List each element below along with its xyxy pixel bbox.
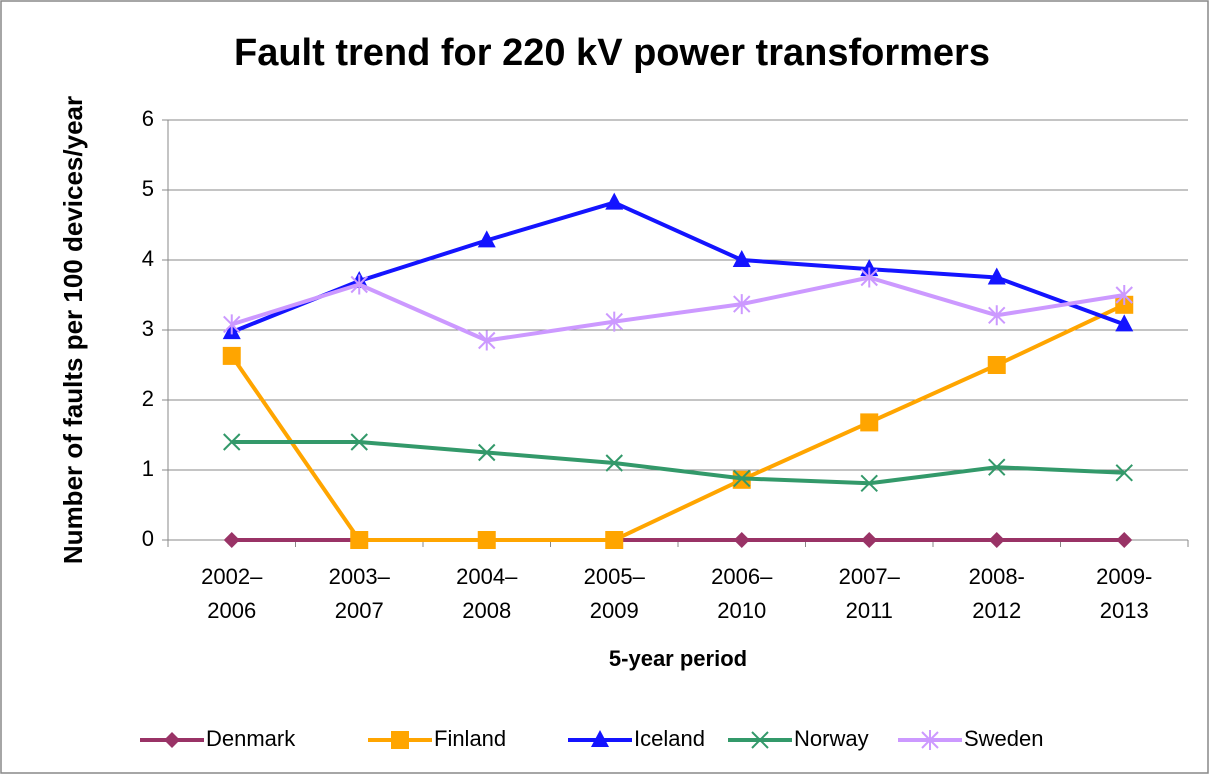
x-axis-label: 5-year period bbox=[609, 646, 747, 671]
marker bbox=[860, 474, 878, 493]
marker bbox=[478, 330, 496, 351]
legend-label: Sweden bbox=[964, 726, 1044, 751]
legend-label: Finland bbox=[434, 726, 506, 751]
series-line bbox=[231, 440, 1125, 486]
x-tick-label: 2004– bbox=[456, 564, 518, 589]
y-tick-label: 2 bbox=[142, 386, 154, 411]
marker bbox=[733, 469, 751, 488]
x-tick-label: 2007– bbox=[839, 564, 901, 589]
marker bbox=[164, 732, 180, 748]
marker bbox=[988, 458, 1006, 476]
marker bbox=[605, 454, 623, 472]
marker bbox=[350, 531, 369, 549]
marker bbox=[391, 731, 409, 749]
series-line bbox=[230, 302, 1126, 542]
x-tick-label: 2002– bbox=[201, 564, 263, 589]
x-tick-label: 2006 bbox=[207, 598, 256, 623]
y-tick-label: 1 bbox=[142, 456, 154, 481]
x-tick-label: 2013 bbox=[1100, 598, 1149, 623]
marker bbox=[605, 311, 623, 332]
marker bbox=[222, 346, 241, 365]
marker bbox=[733, 294, 751, 315]
y-tick-label: 0 bbox=[142, 526, 154, 551]
marker bbox=[591, 730, 609, 747]
legend-label: Denmark bbox=[206, 726, 296, 751]
y-tick-label: 6 bbox=[142, 106, 154, 131]
x-tick-label: 2008- bbox=[969, 564, 1025, 589]
marker bbox=[861, 532, 878, 548]
marker bbox=[733, 532, 750, 548]
y-tick-label: 3 bbox=[142, 316, 154, 341]
marker bbox=[477, 531, 496, 549]
legend-label: Norway bbox=[794, 726, 869, 751]
marker bbox=[605, 531, 624, 549]
series-line bbox=[231, 200, 1125, 334]
marker bbox=[988, 305, 1006, 326]
marker bbox=[1115, 285, 1133, 305]
marker bbox=[860, 267, 878, 288]
marker bbox=[223, 532, 240, 548]
y-axis-label: Number of faults per 100 devices/year bbox=[58, 96, 88, 564]
marker bbox=[751, 731, 769, 749]
marker bbox=[223, 314, 241, 335]
marker bbox=[350, 274, 368, 295]
chart-title: Fault trend for 220 kV power transformer… bbox=[234, 32, 990, 74]
marker bbox=[732, 250, 751, 267]
y-tick-label: 4 bbox=[142, 246, 154, 271]
x-tick-label: 2009- bbox=[1096, 564, 1152, 589]
marker bbox=[988, 532, 1005, 548]
legend-label: Iceland bbox=[634, 726, 705, 751]
marker bbox=[921, 730, 939, 750]
marker bbox=[1116, 532, 1133, 548]
marker bbox=[860, 413, 879, 432]
marker bbox=[605, 192, 624, 210]
x-tick-label: 2011 bbox=[846, 598, 893, 623]
marker bbox=[478, 443, 496, 462]
x-tick-label: 2008 bbox=[462, 598, 511, 623]
marker bbox=[350, 433, 368, 451]
marker bbox=[477, 230, 496, 248]
y-tick-label: 5 bbox=[142, 176, 154, 201]
x-tick-label: 2003– bbox=[329, 564, 391, 589]
x-tick-label: 2007 bbox=[335, 598, 384, 623]
x-tick-label: 2012 bbox=[972, 598, 1021, 623]
x-tick-label: 2010 bbox=[717, 598, 766, 623]
marker bbox=[223, 433, 241, 451]
marker bbox=[1115, 464, 1133, 482]
marker bbox=[1115, 314, 1134, 332]
marker bbox=[987, 356, 1006, 374]
x-tick-label: 2005– bbox=[584, 564, 646, 589]
marker bbox=[987, 267, 1006, 285]
x-tick-label: 2006– bbox=[711, 564, 773, 589]
x-tick-label: 2009 bbox=[590, 598, 639, 623]
series-line bbox=[231, 275, 1125, 343]
